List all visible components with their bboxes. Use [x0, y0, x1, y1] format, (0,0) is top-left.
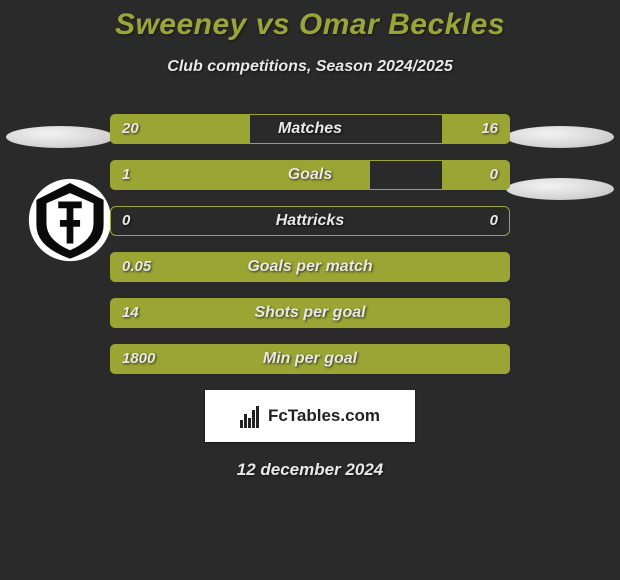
subtitle: Club competitions, Season 2024/2025: [0, 58, 620, 76]
stat-value-left: 20: [122, 114, 139, 144]
stat-label: Goals per match: [110, 252, 510, 282]
stat-value-right: 0: [490, 206, 498, 236]
stats-area: Matches2016Goals10Hattricks00Goals per m…: [0, 114, 620, 374]
stat-value-left: 14: [122, 298, 139, 328]
date-line: 12 december 2024: [0, 460, 620, 480]
stat-row: Goals per match0.05: [110, 252, 510, 282]
brand-chart-icon: [240, 404, 264, 428]
stat-label: Hattricks: [110, 206, 510, 236]
stat-row: Matches20 16: [110, 114, 510, 144]
stat-value-right: 0: [490, 160, 498, 190]
stat-label: Matches: [110, 114, 510, 144]
stat-label: Goals: [110, 160, 510, 190]
stat-row: Min per goal1800: [110, 344, 510, 374]
brand-box: FcTables.com: [205, 390, 415, 442]
stat-row: Goals1 0: [110, 160, 510, 190]
stat-value-right: 16: [481, 114, 498, 144]
page-title: Sweeney vs Omar Beckles: [0, 8, 620, 42]
stat-value-left: 0: [122, 206, 130, 236]
stat-label: Min per goal: [110, 344, 510, 374]
stat-row: Shots per goal14: [110, 298, 510, 328]
stat-value-left: 1: [122, 160, 130, 190]
stat-value-left: 0.05: [122, 252, 151, 282]
stat-value-left: 1800: [122, 344, 155, 374]
stat-row: Hattricks0 0: [110, 206, 510, 236]
stat-label: Shots per goal: [110, 298, 510, 328]
brand-text: FcTables.com: [268, 406, 380, 426]
